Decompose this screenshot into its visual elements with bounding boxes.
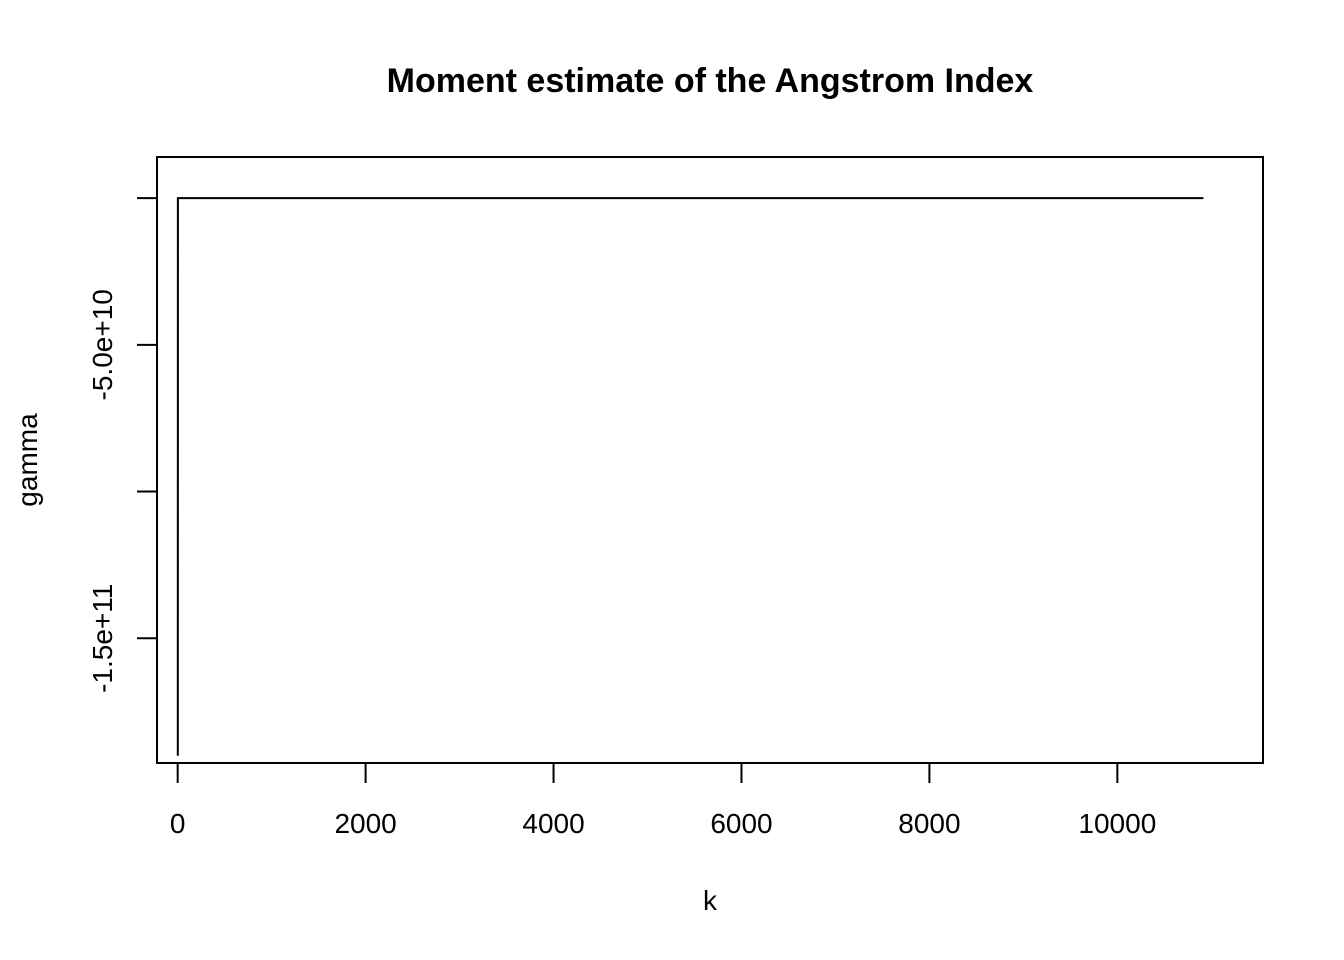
series-layer [176, 197, 1204, 756]
x-tick-label: 4000 [522, 808, 584, 839]
x-tick-label: 6000 [710, 808, 772, 839]
x-tick-label: 10000 [1078, 808, 1156, 839]
y-tick-label: -5.0e+10 [87, 289, 118, 400]
plot-frame [156, 156, 1264, 764]
y-tick-label: -1.5e+11 [87, 584, 118, 693]
x-tick-label: 0 [170, 808, 186, 839]
y-axis: -5.0e+10 -1.5e+11 [87, 197, 158, 693]
y-axis-label: gamma [12, 413, 43, 507]
x-axis: 0 2000 4000 6000 8000 10000 [170, 762, 1156, 839]
x-axis-label: k [703, 885, 718, 916]
series-line [176, 197, 1204, 756]
x-tick-label: 8000 [898, 808, 960, 839]
x-tick-label: 2000 [334, 808, 396, 839]
chart-title: Moment estimate of the Angstrom Index [387, 62, 1034, 100]
